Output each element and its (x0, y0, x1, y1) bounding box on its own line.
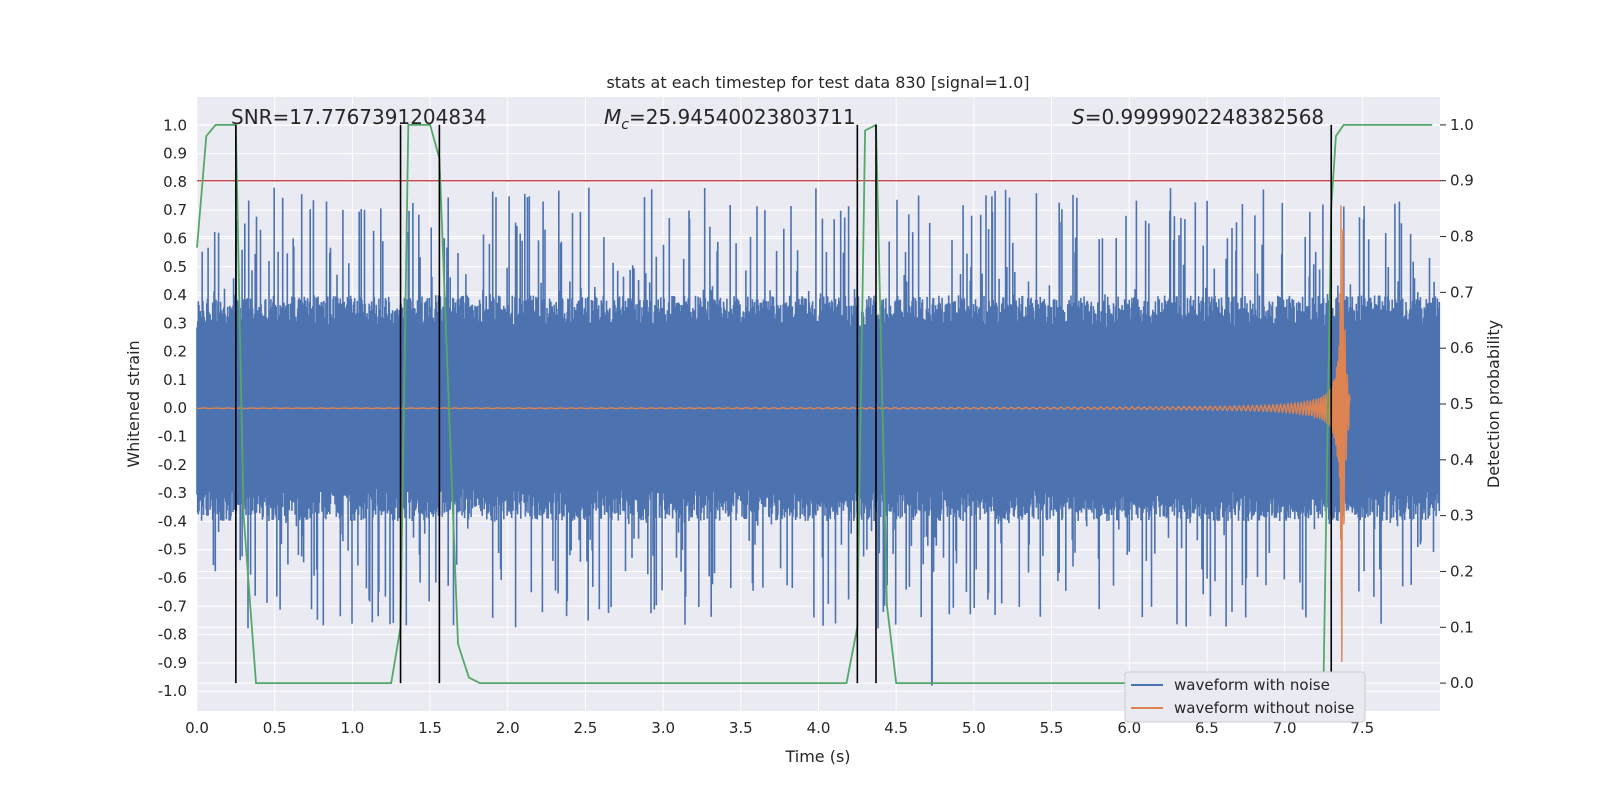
y-tick-label: 0.4 (163, 286, 187, 304)
x-tick-label: 7.0 (1273, 719, 1297, 737)
y2-tick-label: 0.6 (1450, 339, 1474, 357)
x-tick-label: 0.5 (263, 719, 287, 737)
y-tick-label: 0.9 (163, 145, 187, 163)
clean-waveform (196, 205, 1351, 662)
y-tick-label: 0.0 (163, 399, 187, 417)
x-tick-label: 2.0 (496, 719, 520, 737)
y-tick-label: -0.7 (158, 597, 187, 615)
y2-tick-label: 0.5 (1450, 395, 1474, 413)
y-tick-label: 0.7 (163, 201, 187, 219)
x-tick-label: 3.0 (651, 719, 675, 737)
y-tick-label: 0.5 (163, 258, 187, 276)
x-tick-label: 1.5 (418, 719, 442, 737)
score-annotation: S=0.9999902248382568 (1072, 105, 1324, 129)
noise-waveform (196, 187, 1441, 686)
y2-tick-label: 0.2 (1450, 562, 1474, 580)
y2-tick-label: 0.8 (1450, 228, 1474, 246)
y2-tick-label: 0.3 (1450, 507, 1474, 525)
x-tick-label: 6.5 (1195, 719, 1219, 737)
x-tick-label: 5.5 (1040, 719, 1064, 737)
y2-tick-label: 0.9 (1450, 172, 1474, 190)
y-tick-label: -0.1 (158, 428, 187, 446)
y2-tick-label: 0.7 (1450, 283, 1474, 301)
y-tick-label: 0.2 (163, 343, 187, 361)
y-tick-label: -0.5 (158, 541, 187, 559)
y2-tick-label: 0.1 (1450, 618, 1474, 636)
y-tick-label: 0.8 (163, 173, 187, 191)
x-tick-label: 4.0 (807, 719, 831, 737)
y2-ticks: 1.0 0.9 0.8 0.7 0.6 0.5 0.4 0.3 0.2 0.1 0.0 (1440, 116, 1474, 692)
x-ticks: 0.0 0.5 1.0 1.5 2.0 2.5 3.0 3.5 4.0 4.5 5.0 5.5 6.0 6… (185, 719, 1374, 737)
x-tick-label: 6.0 (1117, 719, 1141, 737)
y2-tick-label: 1.0 (1450, 116, 1474, 134)
x-tick-label: 1.0 (340, 719, 364, 737)
y2-tick-label: 0.0 (1450, 674, 1474, 692)
y-tick-label: 1.0 (163, 116, 187, 134)
y-tick-label: -0.3 (158, 484, 187, 502)
x-axis-label: Time (s) (784, 747, 850, 766)
y-ticks: 1.0 0.9 0.8 0.7 0.6 0.5 0.4 0.3 0.2 0.1 0.0 -0.1 -0.… (158, 116, 187, 700)
x-tick-label: 3.5 (729, 719, 753, 737)
legend: waveform with noise waveform without noi… (1124, 671, 1366, 723)
chart-title: stats at each timestep for test data 830… (606, 73, 1029, 92)
snr-annotation: SNR=17.7767391204834 (231, 105, 487, 129)
y-tick-label: -1.0 (158, 682, 187, 700)
x-tick-label: 5.0 (962, 719, 986, 737)
noise-trace (196, 187, 1441, 629)
y-tick-label: 0.6 (163, 229, 187, 247)
vlines (235, 124, 1333, 684)
x-tick-label: 7.5 (1350, 719, 1374, 737)
y2-tick-label: 0.4 (1450, 451, 1474, 469)
y-axis-label: Whitened strain (124, 340, 143, 467)
x-tick-label: 2.5 (574, 719, 598, 737)
y-tick-label: -0.2 (158, 456, 187, 474)
y-tick-label: 0.1 (163, 371, 187, 389)
clean-trace (196, 205, 1351, 662)
y-tick-label: -0.8 (158, 626, 187, 644)
y-tick-label: 0.3 (163, 314, 187, 332)
legend-label-noise: waveform with noise (1174, 676, 1330, 694)
x-tick-label: 0.0 (185, 719, 209, 737)
y-tick-label: -0.9 (158, 654, 187, 672)
y2-axis-label: Detection probability (1484, 320, 1503, 488)
y-tick-label: -0.4 (158, 512, 187, 530)
x-tick-label: 4.5 (884, 719, 908, 737)
legend-label-clean: waveform without noise (1174, 699, 1354, 717)
chirp-mass-annotation: Mc=25.94540023803711 (604, 105, 856, 133)
y-tick-label: -0.6 (158, 569, 187, 587)
legend-box (1124, 671, 1366, 723)
